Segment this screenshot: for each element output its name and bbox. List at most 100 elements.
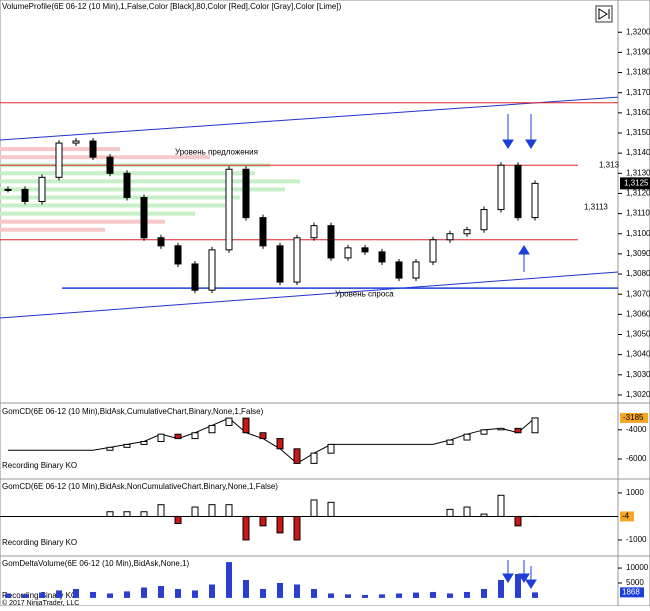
volume-bar bbox=[22, 594, 28, 598]
volume-bar bbox=[430, 592, 436, 598]
volume-bar bbox=[226, 562, 232, 598]
delta-bar bbox=[158, 505, 164, 517]
copyright: © 2017 NinjaTrader, LLC bbox=[2, 599, 79, 606]
delta-bar bbox=[311, 500, 317, 516]
cd-bar bbox=[294, 449, 300, 464]
volume-bar bbox=[56, 590, 62, 597]
cd-bar bbox=[311, 453, 317, 463]
candle bbox=[192, 264, 198, 290]
candle bbox=[141, 197, 147, 237]
y-tick-label: 1,3200 bbox=[626, 27, 650, 36]
profile-bar bbox=[0, 220, 165, 224]
volume-bar bbox=[243, 580, 249, 598]
volume-bar bbox=[90, 592, 96, 598]
y-tick-label: 1,3160 bbox=[626, 108, 650, 117]
level-label: 1,313 bbox=[599, 160, 620, 169]
play-button[interactable] bbox=[596, 6, 612, 22]
y-tick-label: 1,3040 bbox=[626, 350, 650, 359]
candle bbox=[39, 177, 45, 201]
volume-bar bbox=[464, 592, 470, 598]
candle bbox=[56, 143, 62, 177]
volume-bar bbox=[311, 589, 317, 598]
cd-bar bbox=[226, 418, 232, 425]
cd-bar bbox=[124, 444, 130, 447]
delta-bar bbox=[192, 507, 198, 516]
y-tick-label: 1,3190 bbox=[626, 47, 650, 56]
candle bbox=[73, 141, 79, 143]
value-tag-label: 1868 bbox=[622, 587, 640, 596]
y-tick-label: 1,3030 bbox=[626, 370, 650, 379]
candle bbox=[447, 234, 453, 240]
y-tick-label: 1,3170 bbox=[626, 88, 650, 97]
delta-bar bbox=[515, 516, 521, 525]
volume-bar bbox=[141, 587, 147, 597]
volume-bar bbox=[158, 586, 164, 598]
volume-bar bbox=[260, 589, 266, 598]
delta-bar bbox=[260, 516, 266, 525]
profile-bar bbox=[0, 212, 195, 216]
candle bbox=[379, 252, 385, 262]
y-tick-label: 1,3150 bbox=[626, 128, 650, 137]
annotation: 1,3113 bbox=[584, 203, 608, 212]
cd-bar bbox=[175, 434, 181, 438]
status-note: Recording Binary KO bbox=[2, 538, 77, 547]
candle bbox=[311, 226, 317, 238]
cd-bar bbox=[328, 444, 334, 453]
cd-bar bbox=[481, 430, 487, 434]
y-tick-label: 1,3120 bbox=[626, 189, 650, 198]
y-tick-label: 1,3090 bbox=[626, 249, 650, 258]
y-tick-label: 1,3140 bbox=[626, 148, 650, 157]
y-tick-label: 5000 bbox=[626, 578, 644, 587]
candle bbox=[430, 240, 436, 262]
delta-bar bbox=[447, 509, 453, 516]
cd-bar bbox=[498, 428, 504, 429]
cd-bar bbox=[515, 428, 521, 432]
volume-bar bbox=[5, 593, 11, 597]
volume-bar bbox=[209, 584, 215, 597]
y-tick-label: -6000 bbox=[626, 454, 647, 463]
candle bbox=[328, 226, 334, 258]
candle bbox=[107, 157, 113, 173]
profile-bar bbox=[0, 228, 105, 232]
cd-bar bbox=[260, 433, 266, 439]
candle bbox=[90, 141, 96, 157]
volume-bar bbox=[328, 593, 334, 597]
candle bbox=[277, 246, 283, 282]
y-tick-label: 1,3020 bbox=[626, 390, 650, 399]
delta-bar bbox=[498, 495, 504, 516]
candle bbox=[22, 189, 28, 201]
cd-bar bbox=[158, 434, 164, 441]
volume-bar bbox=[379, 594, 385, 598]
volume-bar bbox=[294, 584, 300, 597]
annotation: Уровень спроса bbox=[335, 289, 394, 298]
volume-bar bbox=[532, 592, 538, 598]
volume-bar bbox=[413, 593, 419, 598]
delta-bar bbox=[141, 512, 147, 517]
candle bbox=[464, 230, 470, 234]
candle bbox=[515, 165, 521, 217]
delta-bar bbox=[243, 516, 249, 540]
y-tick-label: 1,3130 bbox=[626, 168, 650, 177]
candle bbox=[413, 262, 419, 278]
candle bbox=[481, 210, 487, 230]
y-tick-label: 1,3080 bbox=[626, 269, 650, 278]
delta-bar bbox=[481, 514, 487, 516]
volume-bar bbox=[124, 591, 130, 598]
delta-bar bbox=[328, 502, 334, 516]
candle bbox=[124, 173, 130, 197]
delta-bar bbox=[277, 516, 283, 532]
volume-bar bbox=[175, 589, 181, 598]
volume-bar bbox=[362, 595, 368, 598]
cd-bar bbox=[107, 447, 113, 450]
candle bbox=[532, 183, 538, 217]
y-tick-label: 1,3110 bbox=[626, 209, 650, 218]
candle bbox=[209, 250, 215, 290]
volume-bar bbox=[396, 593, 402, 597]
profile-bar bbox=[0, 195, 240, 199]
status-note: Recording Binary KO bbox=[2, 461, 77, 470]
value-tag-label: -4 bbox=[622, 512, 630, 521]
delta-bar bbox=[294, 516, 300, 540]
y-tick-label: 1000 bbox=[626, 488, 644, 497]
cd-bar bbox=[141, 442, 147, 445]
volume-bar bbox=[481, 589, 487, 598]
